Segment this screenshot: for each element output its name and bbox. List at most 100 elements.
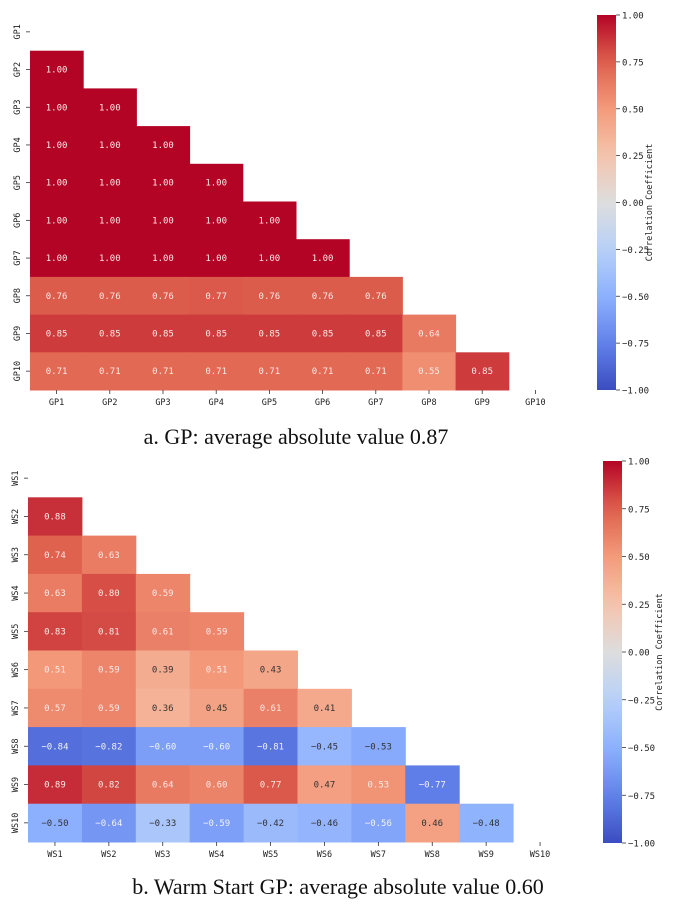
heatmap-cell [28,573,83,613]
heatmap-cell [83,352,137,391]
heatmap-cell [459,803,514,843]
x-tick-label: WS3 [155,850,170,860]
x-tick-label: GP4 [209,398,224,408]
y-tick-label: WS10 [11,813,21,833]
cell-value-label: 1.00 [99,179,121,189]
y-tick-label: GP7 [13,250,23,265]
cell-value-label: 0.59 [98,666,120,676]
heatmap-cell [28,803,83,843]
cell-value-label: 0.60 [206,781,228,791]
colorbar-tick-label: 1.00 [628,458,650,468]
cell-value-label: 0.85 [312,329,334,339]
colorbar-tick-label: −1.00 [622,387,649,397]
heatmap-cell [135,688,191,728]
heatmap-cell [136,163,191,202]
heatmap-cell [189,688,245,728]
heatmap-cell [242,352,297,391]
cell-value-label: 0.76 [259,292,281,302]
cell-value-label: −0.46 [311,819,338,829]
cell-value-label: 0.85 [46,329,68,339]
cell-value-label: 0.77 [260,781,282,791]
x-tick-label: WS9 [478,850,493,860]
x-tick-label: GP2 [102,398,117,408]
cell-value-label: 1.00 [46,141,68,151]
heatmap-cell [351,765,406,805]
cell-value-label: 0.61 [260,704,282,714]
heatmap-cell [135,573,191,613]
x-tick-label: WS1 [47,850,62,860]
y-tick-label: WS9 [11,777,21,792]
heatmap-cell [81,612,137,651]
colorbar-tick-label: 1.00 [622,12,644,22]
cell-value-label: 0.51 [206,666,228,676]
caption-b: b. Warm Start GP: average absolute value… [132,874,543,899]
colorbar-tick-label: 0.75 [628,505,650,515]
cell-value-label: −0.81 [257,742,284,752]
cell-value-label: 0.71 [365,367,387,377]
heatmap-cell [83,126,137,165]
cell-value-label: 0.82 [98,781,120,791]
cell-value-label: 1.00 [152,254,174,264]
x-tick-label: GP6 [315,398,330,408]
heatmap-cell [296,276,350,316]
x-tick-label: GP1 [49,398,64,408]
cell-value-label: 1.00 [152,216,174,226]
cell-value-label: −0.33 [149,819,176,829]
x-tick-label: WS7 [371,850,386,860]
cell-value-label: 0.89 [44,781,66,791]
y-tick-label: GP1 [13,24,23,39]
heatmap-warm-start: 0.88 0.74 0.63 0.63 0.80 0.59 0.83 0.81 0.61 0.59… [11,458,665,861]
cell-value-label: 0.59 [98,704,120,714]
cell-value-label: 0.64 [418,329,440,339]
cell-value-label: 0.76 [365,292,387,302]
colorbar-tick-label: −0.75 [622,340,649,350]
cell-value-label: 1.00 [46,216,68,226]
y-tick-label: WS1 [11,470,21,485]
y-tick-label: GP8 [13,288,23,303]
colorbar-label: Correlation Coefficient [655,593,665,711]
colorbar [603,461,622,843]
cell-value-label: 1.00 [46,254,68,264]
cell-value-label: −0.53 [365,742,392,752]
colorbar-tick-label: −0.50 [622,293,649,303]
cell-value-label: 0.85 [259,329,281,339]
cell-value-label: 0.59 [206,627,228,637]
cell-value-label: 0.85 [365,329,387,339]
cell-value-label: 1.00 [152,141,174,151]
colorbar [597,15,616,390]
cell-value-label: −0.59 [203,819,230,829]
x-tick-label: WS2 [101,850,116,860]
heatmap-cell [83,239,137,278]
cell-value-label: 0.61 [152,627,174,637]
colorbar-tick-label: −0.75 [628,792,655,802]
cell-value-label: 1.00 [205,179,227,189]
x-tick-label: WS6 [317,850,332,860]
x-tick-label: GP10 [525,398,545,408]
cell-value-label: 0.45 [206,704,228,714]
cell-value-label: −0.64 [95,819,122,829]
cell-value-label: 0.63 [44,589,66,599]
heatmap-cell [189,163,244,202]
cell-value-label: 0.53 [368,781,390,791]
heatmap-cell [28,727,83,766]
colorbar-tick-label: 0.00 [622,199,644,209]
heatmap-cell [136,126,191,165]
cell-value-label: 0.76 [46,292,68,302]
cell-value-label: 0.77 [205,292,227,302]
heatmap-cell [189,727,245,766]
cell-value-label: 0.88 [44,512,66,522]
cell-value-label: 1.00 [99,141,121,151]
heatmap-cell [405,803,460,843]
heatmap-cell [136,276,191,316]
heatmap-gp: 1.00 1.00 1.00 1.00 1.00 1.00 1.00 1.00 1.00 1.00… [13,12,655,409]
cell-value-label: 1.00 [259,254,281,264]
colorbar-tick-label: 0.25 [628,601,650,611]
colorbar-tick-label: −0.25 [622,246,649,256]
heatmap-cell [81,688,137,728]
x-tick-label: WS10 [530,850,550,860]
x-tick-label: GP9 [475,398,490,408]
heatmap-cell [135,803,191,843]
heatmap-cell [351,803,406,843]
heatmap-cell [81,650,137,690]
cell-value-label: 0.41 [314,704,336,714]
